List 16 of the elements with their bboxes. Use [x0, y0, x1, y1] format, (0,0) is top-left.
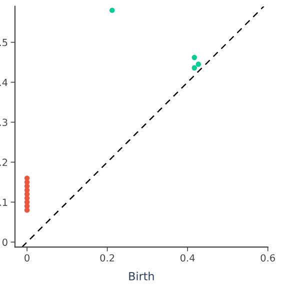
y-tick-label: .4	[0, 78, 8, 86]
x-tick-label: 0.2	[100, 254, 114, 262]
point	[192, 65, 197, 70]
y-tick-label: .3	[0, 118, 8, 126]
point	[24, 176, 30, 181]
y-tick-label: .5	[0, 38, 8, 46]
x-axis-title: Birth	[129, 272, 154, 280]
y-tick-label: .1	[0, 198, 8, 206]
x-tick-label: 0.4	[180, 254, 195, 262]
point	[196, 62, 201, 67]
x-tick-label: 0	[24, 254, 30, 262]
point	[192, 54, 197, 60]
y-tick-label: 0	[2, 238, 8, 246]
x-tick-label: 0.6	[260, 254, 275, 262]
point	[110, 8, 115, 13]
y-tick-label: .2	[0, 158, 8, 166]
